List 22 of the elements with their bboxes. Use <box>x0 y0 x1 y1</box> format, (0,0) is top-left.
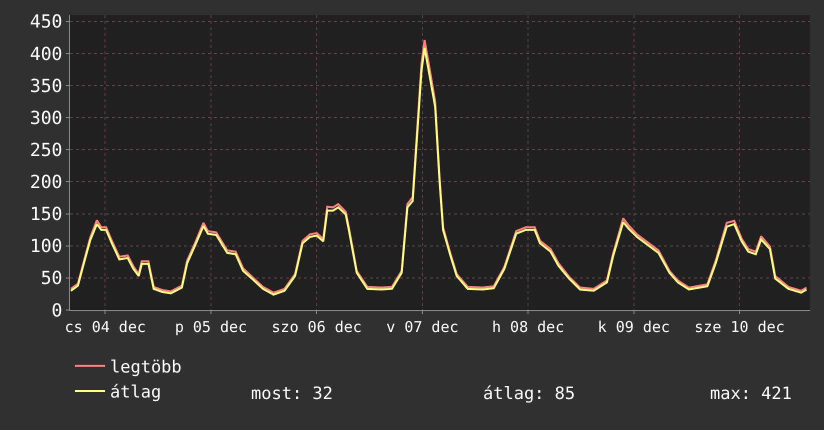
text: max: 421 <box>710 384 792 404</box>
y-tick-label: 200 <box>30 172 62 194</box>
x-tick-label: v 07 dec <box>386 318 459 336</box>
x-tick-label: sze 10 dec <box>694 318 785 336</box>
text: átlag: 85 <box>483 384 576 404</box>
x-tick-label: szo 06 dec <box>272 318 362 336</box>
x-tick-label: k 09 dec <box>598 318 670 336</box>
text: most: 32 <box>251 384 333 404</box>
y-tick-label: 250 <box>30 140 62 161</box>
y-tick-label: 50 <box>40 268 62 290</box>
x-tick-label: p 05 dec <box>174 318 248 336</box>
y-tick-label: 350 <box>30 76 62 97</box>
x-tick-label: cs 04 dec <box>64 318 146 336</box>
y-tick-label: 450 <box>30 12 62 33</box>
x-tick-label: h 08 dec <box>492 318 564 336</box>
y-tick-label: 0 <box>52 300 62 322</box>
y-tick-label: 100 <box>30 236 62 258</box>
y-tick-label: 300 <box>30 108 62 129</box>
y-tick-label: 400 <box>30 44 62 65</box>
y-tick-label: 150 <box>30 204 62 226</box>
legend-label: legtöbb <box>110 358 182 378</box>
legend-label: átlag <box>110 382 162 403</box>
